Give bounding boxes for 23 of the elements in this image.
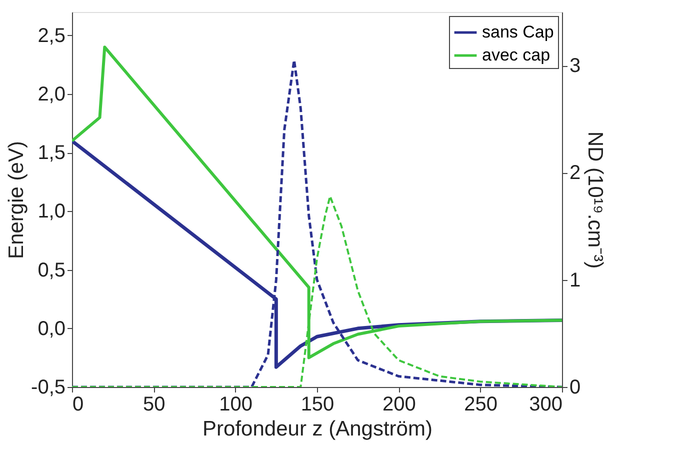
y-tick-label: 2,5 — [38, 24, 66, 47]
legend-label: sans Cap — [482, 22, 554, 42]
y2-tick-label: 3 — [570, 55, 581, 78]
x-tick-label: 0 — [72, 394, 84, 416]
x-tick-label: 150 — [300, 394, 334, 416]
y-axis-title: Energie (eV) — [5, 141, 28, 259]
y2-tick-label: 0 — [570, 376, 581, 398]
y-tick-label: 0,5 — [38, 259, 66, 282]
x-tick-label: 100 — [219, 394, 253, 416]
y-tick-label: -0,5 — [31, 376, 66, 398]
y2-axis-title: ND (10¹⁹.cm⁻³) — [584, 131, 607, 269]
y-tick-label: 2,0 — [38, 84, 66, 106]
x-axis-title: Profondeur z (Angström) — [202, 418, 432, 440]
y-tick-label: 0,0 — [38, 318, 66, 340]
y2-tick-label: 1 — [570, 269, 581, 292]
x-tick-label: 200 — [382, 394, 416, 416]
y2-tick-label: 2 — [570, 162, 581, 184]
x-tick-label: 50 — [143, 394, 166, 416]
y-tick-label: 1,0 — [38, 200, 66, 223]
x-tick-label: 250 — [464, 394, 498, 416]
y-tick-label: 1,5 — [38, 142, 66, 164]
legend-label: avec cap — [482, 46, 550, 64]
x-tick-label: 300 — [529, 394, 562, 416]
